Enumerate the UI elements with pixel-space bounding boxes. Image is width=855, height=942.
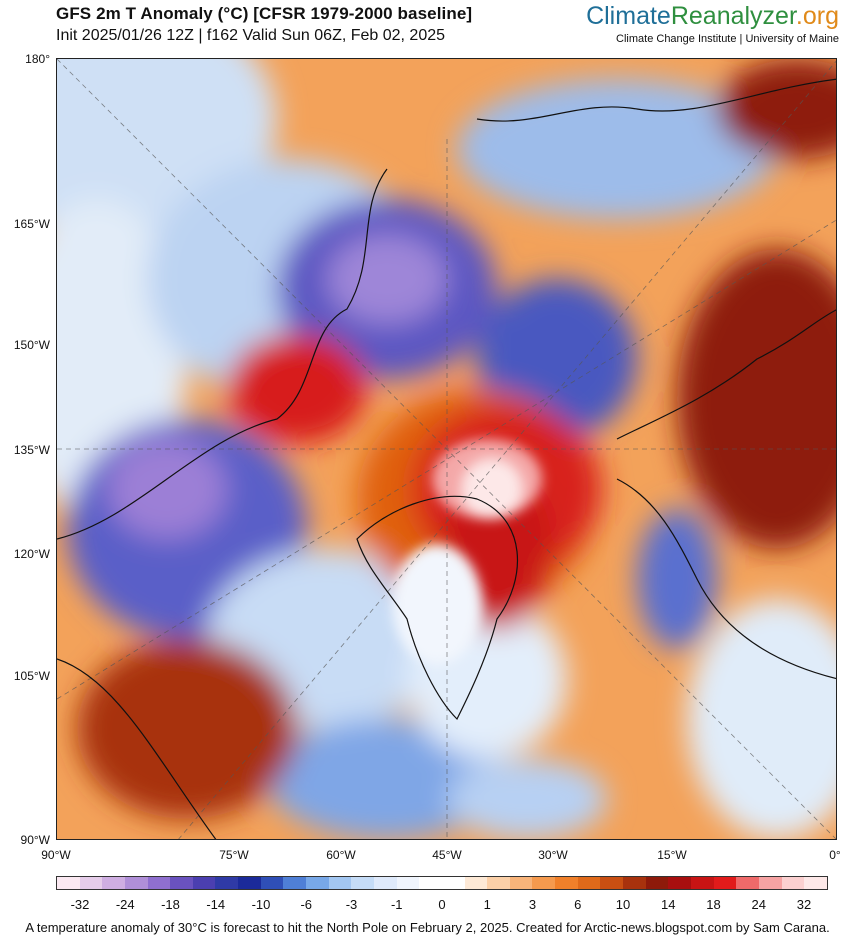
lon-label-60w: 60°W <box>326 848 356 862</box>
color-scale-label: -10 <box>251 897 271 912</box>
lat-label-135w: 135°W <box>13 443 50 457</box>
color-swatch <box>238 877 261 889</box>
color-swatch <box>215 877 239 889</box>
lat-label-90w: 90°W <box>20 833 50 847</box>
color-swatch <box>419 877 442 889</box>
color-scale-label: 32 <box>796 897 812 912</box>
color-scale-label: 10 <box>615 897 631 912</box>
color-swatch <box>192 877 216 889</box>
lon-label-30w: 30°W <box>538 848 568 862</box>
color-swatch <box>147 877 171 889</box>
brand-part-org: .org <box>795 2 839 30</box>
color-swatch <box>283 877 307 889</box>
brand-affiliation: Climate Change Institute | University of… <box>616 33 839 45</box>
map-title: GFS 2m T Anomaly (°C) [CFSR 1979-2000 ba… <box>56 4 473 23</box>
color-scale-label: 6 <box>574 897 582 912</box>
color-scale-label: 24 <box>751 897 766 912</box>
map-canvas <box>57 59 836 839</box>
image-caption: A temperature anomaly of 30°C is forecas… <box>25 920 830 935</box>
lon-label-15w: 15°W <box>657 848 687 862</box>
color-swatch <box>509 877 533 889</box>
color-swatch <box>373 877 397 889</box>
color-swatch <box>487 877 510 889</box>
color-swatch <box>441 877 465 889</box>
color-swatch <box>79 877 103 889</box>
color-scale-label: 0 <box>438 897 446 912</box>
lon-label-75w: 75°W <box>219 848 249 862</box>
anomaly-core <box>392 439 542 664</box>
coastlines <box>57 78 836 839</box>
color-scale-label: -6 <box>300 897 313 912</box>
lat-label-150w: 150°W <box>13 338 50 352</box>
color-swatch <box>736 877 759 889</box>
brand-part-reanalyzer: Reanalyzer <box>670 2 796 30</box>
color-swatch <box>758 877 782 889</box>
color-swatch <box>57 877 80 889</box>
color-swatch <box>645 877 669 889</box>
color-swatch <box>781 877 805 889</box>
color-swatch <box>306 877 329 889</box>
color-scale-label: -32 <box>70 897 90 912</box>
color-swatch <box>396 877 420 889</box>
lat-label-165w: 165°W <box>13 217 50 231</box>
color-scale-label: -3 <box>345 897 358 912</box>
color-swatch <box>532 877 556 889</box>
color-swatch <box>124 877 148 889</box>
color-swatch <box>351 877 374 889</box>
color-swatch <box>555 877 578 889</box>
map-subtitle: Init 2025/01/26 12Z | f162 Valid Sun 06Z… <box>56 27 446 44</box>
color-scale-label: -18 <box>161 897 180 912</box>
color-scale-label: -14 <box>206 897 226 912</box>
brand-logo[interactable]: ClimateReanalyzer.org <box>586 2 839 31</box>
lon-label-90w: 90°W <box>41 848 71 862</box>
color-swatch <box>170 877 193 889</box>
color-scale-label: 3 <box>528 897 537 912</box>
anomaly-map[interactable] <box>56 58 837 840</box>
color-swatch <box>577 877 601 889</box>
graticule <box>57 59 836 839</box>
color-scale-label: 1 <box>483 897 491 912</box>
color-scale-legend <box>56 876 828 890</box>
color-swatch <box>600 877 624 889</box>
lat-label-180: 180° <box>25 52 50 66</box>
color-swatch <box>623 877 646 889</box>
color-swatch <box>713 877 737 889</box>
lon-label-0: 0° <box>829 848 841 862</box>
color-scale-label: 14 <box>661 897 676 912</box>
color-swatch <box>690 877 714 889</box>
color-swatch <box>464 877 488 889</box>
color-scale-label: -24 <box>115 897 135 912</box>
brand-part-climate: Climate <box>586 2 671 30</box>
color-swatch <box>260 877 284 889</box>
color-swatch <box>102 877 125 889</box>
color-scale-label: -1 <box>390 897 403 912</box>
lat-label-105w: 105°W <box>13 669 50 683</box>
lon-label-45w: 45°W <box>432 848 462 862</box>
color-scale-label: 18 <box>706 897 721 912</box>
color-swatch <box>668 877 691 889</box>
color-swatch <box>804 877 827 889</box>
color-swatch <box>328 877 352 889</box>
lat-label-120w: 120°W <box>13 547 50 561</box>
